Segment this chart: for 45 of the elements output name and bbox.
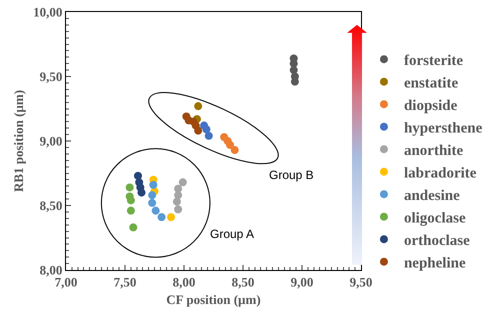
point	[134, 172, 142, 180]
legend-label: enstatite	[404, 76, 458, 92]
x-tick-label: 9,00	[290, 274, 314, 290]
legend-label: nepheline	[404, 256, 466, 272]
x-axis-title: CF position (µm)	[166, 292, 261, 308]
point	[149, 180, 158, 189]
point	[178, 178, 187, 186]
legend-label: andesine	[404, 188, 460, 204]
point	[148, 191, 156, 200]
x-tick-label: 7,50	[114, 274, 136, 290]
x-tick-label: 8,00	[172, 274, 196, 290]
point	[174, 191, 182, 200]
y-tick-label: 9,00	[40, 134, 62, 149]
point	[194, 126, 202, 135]
legend-label: anorthite	[404, 143, 464, 160]
point	[126, 196, 135, 204]
legend-label: hypersthene	[404, 120, 483, 137]
point	[204, 132, 213, 140]
point	[138, 188, 146, 197]
y-tick-label: 8,50	[40, 198, 62, 214]
legend-label: forsterite	[404, 53, 464, 70]
annotation: Group B	[269, 168, 314, 182]
point	[194, 102, 202, 110]
y-tick-label: 10,00	[33, 4, 62, 20]
point	[129, 223, 138, 232]
annotation: Group A	[210, 227, 254, 241]
point	[226, 140, 234, 149]
point	[174, 205, 182, 214]
y-axis-title: RB1 position (µm)	[11, 90, 26, 192]
point	[202, 125, 210, 134]
y-tick-label: 9,50	[40, 69, 62, 84]
point	[172, 198, 181, 206]
legend-label: labradorite	[404, 166, 477, 182]
point	[126, 183, 134, 192]
point	[167, 213, 176, 222]
x-tick-label: 9,50	[350, 274, 372, 290]
point	[148, 198, 156, 207]
point	[158, 213, 166, 222]
x-tick-label: 8,50	[232, 274, 254, 290]
legend-label: oligoclase	[404, 210, 466, 227]
point	[230, 146, 239, 154]
legend-label: diopside	[404, 98, 458, 114]
legend-label: orthoclase	[404, 233, 470, 250]
point	[126, 206, 135, 215]
point	[152, 206, 160, 215]
